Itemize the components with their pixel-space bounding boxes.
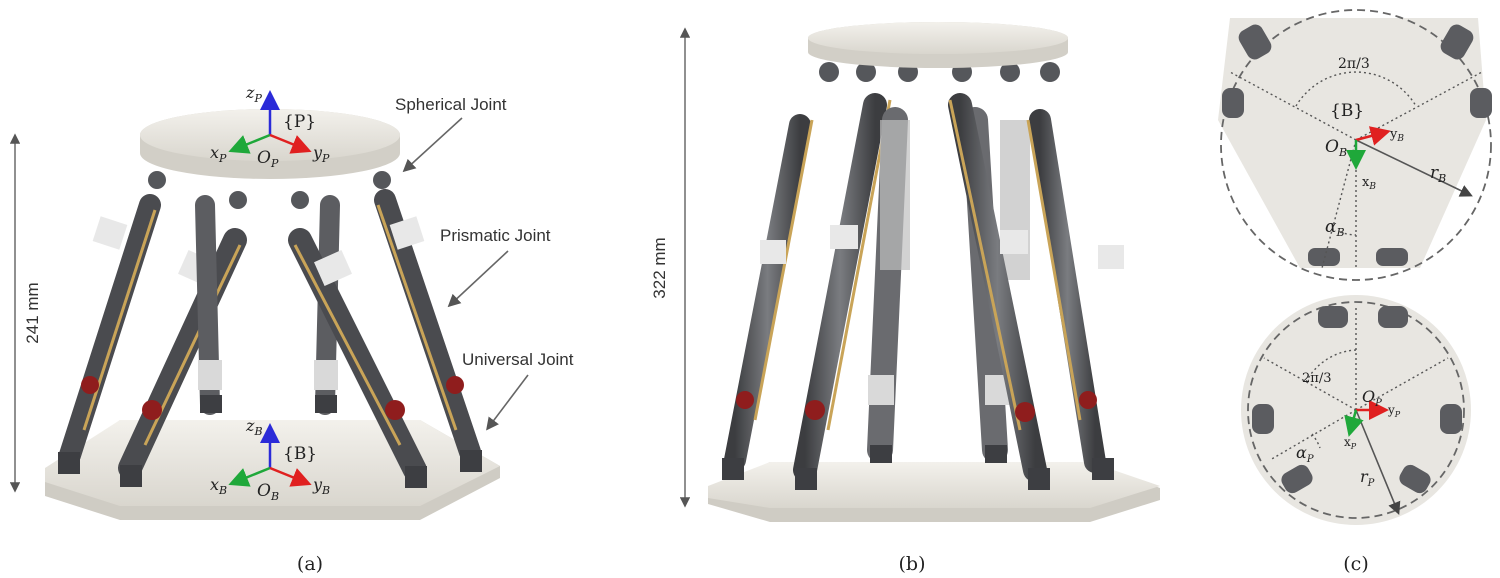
base-frame-label: {B}: [283, 444, 317, 464]
callouts-a: Spherical Joint Prismatic Joint Universa…: [395, 95, 574, 431]
platform-angle-label: 2π/3: [1302, 371, 1331, 386]
base-angle-label: 2π/3: [1338, 56, 1370, 72]
height-label-b: 322 mm: [650, 237, 669, 298]
universal-joint-icon: [460, 450, 482, 472]
origin-label: OB: [257, 481, 279, 503]
y-axis-arrow: [1355, 126, 1391, 146]
platform-frame-label: {P}: [283, 112, 316, 132]
y-axis-label: yB: [312, 475, 330, 497]
base-origin-label: OB: [1325, 137, 1347, 159]
base-axes-a: zB {B} xB OB yB: [210, 416, 330, 503]
caption-b: (b): [899, 553, 926, 575]
platform-circle: [1247, 301, 1465, 519]
x-axis-arrow: [228, 466, 271, 487]
base-radius-label: rB: [1430, 163, 1446, 185]
panel-c: 2π/3 {B} OB yB xB rB αB: [1218, 9, 1492, 575]
prismatic-joint-arrow: [447, 250, 509, 308]
base-frame-label: {B}: [1330, 101, 1364, 121]
leg-b5: [948, 93, 1047, 482]
platform-top-view: 2π/3 OP yP xP αP rP: [1241, 295, 1471, 525]
caption-a: (a): [297, 553, 323, 575]
base-circle: [1220, 9, 1492, 281]
x-axis-label: xP: [210, 143, 227, 165]
platform-origin-label: OP: [1362, 387, 1382, 409]
z-axis-label: zB: [245, 416, 263, 438]
panel-b: 322 mm: [650, 22, 1160, 575]
leg-b3: [867, 107, 910, 463]
spherical-joint-icon: [291, 191, 309, 209]
leg-b1: [724, 114, 814, 471]
universal-joint-icon: [315, 395, 337, 413]
universal-joint-icon: [120, 465, 142, 487]
caption-c: (c): [1343, 553, 1368, 575]
y-axis-arrow: [269, 466, 312, 487]
spherical-joint-icon: [856, 62, 876, 82]
base-radius-arrow: [1355, 139, 1473, 197]
leg-a3: [195, 195, 222, 415]
universal-joint-icon: [870, 445, 892, 463]
universal-joint-label: Universal Joint: [462, 350, 574, 369]
x-axis-arrow: [1344, 409, 1364, 437]
height-label-a: 241 mm: [23, 282, 42, 343]
base-joint-mounts: [1222, 24, 1492, 266]
spherical-joint-label: Spherical Joint: [395, 95, 507, 114]
universal-joint-icon: [1028, 468, 1050, 490]
legs-b: [722, 62, 1124, 490]
x-axis-label: xB: [210, 475, 227, 497]
base-top-view: 2π/3 {B} OB yB xB rB αB: [1218, 9, 1492, 281]
spherical-joint-icon: [1000, 62, 1020, 82]
universal-joint-icon: [405, 466, 427, 488]
universal-joint-icon: [795, 468, 817, 490]
spherical-joint-icon: [819, 62, 839, 82]
universal-joint-icon: [985, 445, 1007, 463]
leg-a1: [59, 194, 161, 466]
leg-b2: [793, 93, 892, 482]
platform-x-label: xP: [1344, 435, 1357, 451]
platform-joint-mounts: [1252, 306, 1462, 494]
top-plate-b: [808, 22, 1068, 68]
origin-label: OP: [257, 148, 279, 170]
platform-alpha-label: αP: [1296, 443, 1314, 465]
base-x-label: xB: [1362, 175, 1376, 192]
panel-a: 241 mm: [9, 83, 574, 575]
spherical-joint-icon: [373, 171, 391, 189]
universal-joint-icon: [1092, 458, 1114, 480]
platform-y-label: yP: [1387, 403, 1401, 419]
leg-b6: [1026, 109, 1124, 473]
z-axis-label: zP: [245, 83, 262, 105]
y-axis-label: yP: [312, 143, 330, 165]
legs-a: [58, 171, 482, 488]
spherical-joint-icon: [148, 171, 166, 189]
base-alpha-label: αB: [1325, 217, 1345, 239]
platform-dotted-lines: [1263, 305, 1449, 461]
leg-a5: [288, 228, 427, 482]
prismatic-joint-label: Prismatic Joint: [440, 226, 551, 245]
universal-joint-icon: [722, 458, 744, 480]
spherical-joint-icon: [229, 191, 247, 209]
spherical-joint-arrow: [402, 117, 463, 173]
x-axis-arrow: [228, 133, 271, 154]
universal-joint-icon: [200, 395, 222, 413]
platform-axes-a: zP {P} xP OP yP: [210, 83, 330, 170]
spherical-joint-icon: [1040, 62, 1060, 82]
y-axis-arrow: [269, 133, 312, 154]
base-y-label: yB: [1389, 127, 1404, 144]
leg-a6: [374, 189, 481, 463]
platform-radius-label: rP: [1360, 467, 1375, 489]
universal-joint-icon: [58, 452, 80, 474]
universal-joint-arrow: [486, 374, 529, 431]
